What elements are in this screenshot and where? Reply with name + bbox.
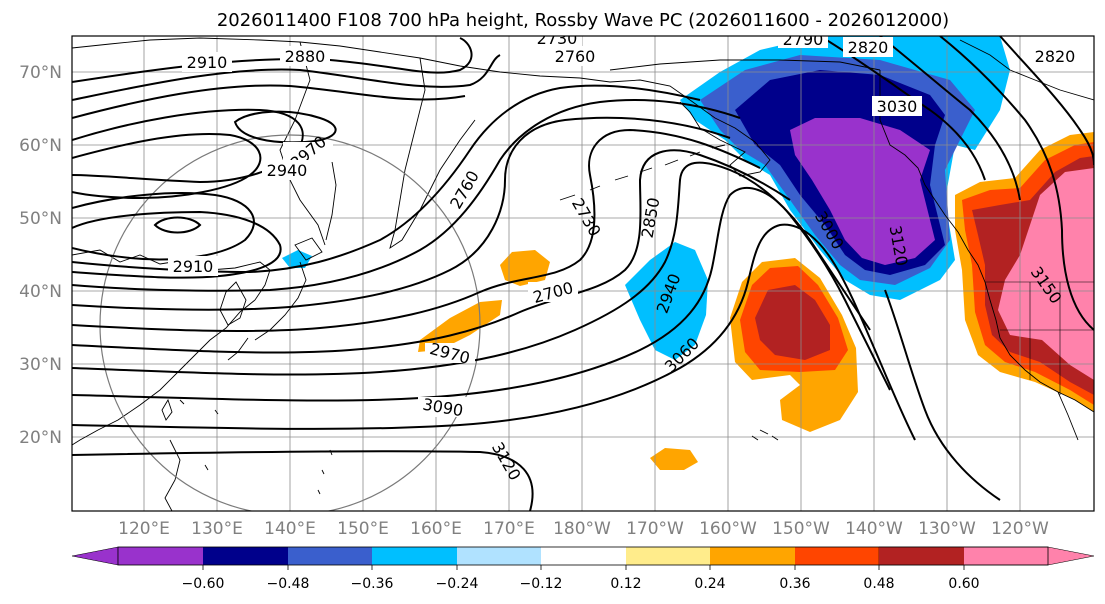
svg-text:2880: 2880 <box>285 47 326 66</box>
colorbar-outline <box>117 546 1049 566</box>
negative-anomaly-japan <box>282 250 312 268</box>
coast-sakhalin <box>325 149 337 241</box>
coast-us-west <box>984 281 1094 413</box>
coast-hawaii <box>751 429 779 441</box>
svg-text:2940: 2940 <box>267 161 308 180</box>
lon-label-120e: 120°E <box>118 519 170 539</box>
colorbar-tick-6: 0.12 <box>610 576 641 592</box>
reference-circle <box>99 134 481 511</box>
svg-text:2910: 2910 <box>187 53 228 72</box>
colorbar: −0.60 −0.48 −0.36 −0.24 −0.12 0.12 0.24 … <box>71 546 1095 592</box>
lat-label-20n: 20°N <box>19 428 62 448</box>
height-contours <box>72 36 1094 511</box>
coast-japan-hokkaido <box>294 237 323 261</box>
longitude-labels: 120°E 130°E 140°E 150°E 160°E 170°E 180°… <box>118 519 1049 539</box>
coast-canada-north <box>959 39 1094 101</box>
lat-label-50n: 50°N <box>19 209 62 229</box>
colorbar-tick-3: −0.36 <box>351 576 394 592</box>
colorbar-segment-2 <box>203 547 288 565</box>
positive-anomaly-west-coast-pink <box>998 168 1094 380</box>
lon-label-180w: 180°W <box>553 519 611 539</box>
svg-text:3030: 3030 <box>877 97 918 116</box>
colorbar-extend-left <box>71 546 119 566</box>
colorbar-tick-2: −0.48 <box>267 576 310 592</box>
colorbar-tick-1: −0.60 <box>182 576 225 592</box>
colorbar-tick-8: 0.36 <box>779 576 810 592</box>
svg-text:2820: 2820 <box>1035 47 1076 66</box>
lon-label-150w: 150°W <box>772 519 830 539</box>
lon-label-140e: 140°E <box>264 519 316 539</box>
pacific-islands <box>179 399 333 495</box>
coast-gulf-of-alaska <box>879 70 946 216</box>
colorbar-segment-5 <box>457 547 541 565</box>
colorbar-segment-1 <box>118 547 203 565</box>
lon-label-170e: 170°E <box>483 519 535 539</box>
svg-text:2790: 2790 <box>783 30 824 49</box>
negative-anomaly-north-pacific <box>625 242 708 360</box>
state-borders <box>985 281 1094 395</box>
map-layers: 2910 2880 2730 2760 2790 2820 2820 2970 … <box>72 29 1094 511</box>
colorbar-segment-4 <box>372 547 457 565</box>
positive-anomaly-streak <box>418 300 502 352</box>
coast-baja <box>1057 391 1079 441</box>
coast-alaska <box>579 77 771 177</box>
positive-anomaly-hawaii-darkred <box>755 285 830 360</box>
lon-label-160w: 160°W <box>699 519 757 539</box>
svg-text:2820: 2820 <box>848 38 889 57</box>
coast-korea <box>219 281 247 326</box>
map-frame <box>71 35 1095 512</box>
colorbar-tick-9: 0.48 <box>863 576 894 592</box>
coast-taiwan <box>161 398 173 421</box>
lon-label-140w: 140°W <box>845 519 903 539</box>
lon-label-160e: 160°E <box>410 519 462 539</box>
coast-bc <box>944 214 986 283</box>
colorbar-tick-4: −0.24 <box>436 576 479 592</box>
svg-text:2760: 2760 <box>555 47 596 66</box>
coast-kamchatka <box>389 57 476 250</box>
colorbar-tick-7: 0.24 <box>694 576 725 592</box>
lon-label-130e: 130°E <box>191 519 243 539</box>
colorbar-segment-8 <box>710 547 795 565</box>
coast-alaska-north <box>609 59 881 71</box>
coast-siberia <box>72 37 581 79</box>
colorbar-tick-10: 0.60 <box>948 576 979 592</box>
colorbar-tick-5: −0.12 <box>520 576 563 592</box>
colorbar-segment-7 <box>626 547 710 565</box>
colorbar-ticks <box>202 565 965 570</box>
lat-label-70n: 70°N <box>19 63 62 83</box>
figure-title: 2026011400 F108 700 hPa height, Rossby W… <box>217 10 949 31</box>
lon-label-120w: 120°W <box>991 519 1049 539</box>
lat-label-30n: 30°N <box>19 355 62 375</box>
colorbar-segment-10 <box>879 547 964 565</box>
negative-anomaly-alaska-core <box>790 118 935 265</box>
coast-asia-mainland <box>72 249 271 446</box>
coast-aleutians <box>559 144 726 201</box>
lon-label-130w: 130°W <box>918 519 976 539</box>
latitude-labels: 70°N 60°N 50°N 40°N 30°N 20°N <box>19 63 62 448</box>
positive-anomaly-subtropics <box>650 448 698 470</box>
lon-label-170w: 170°W <box>626 519 684 539</box>
coastlines <box>72 37 1094 511</box>
colorbar-segment-3 <box>288 547 372 565</box>
svg-text:2730: 2730 <box>537 29 578 48</box>
colorbar-segment-6 <box>541 547 626 565</box>
svg-text:2910: 2910 <box>173 257 214 276</box>
lat-label-40n: 40°N <box>19 282 62 302</box>
lon-label-150e: 150°E <box>337 519 389 539</box>
lat-label-60n: 60°N <box>19 136 62 156</box>
colorbar-segment-9 <box>795 547 879 565</box>
